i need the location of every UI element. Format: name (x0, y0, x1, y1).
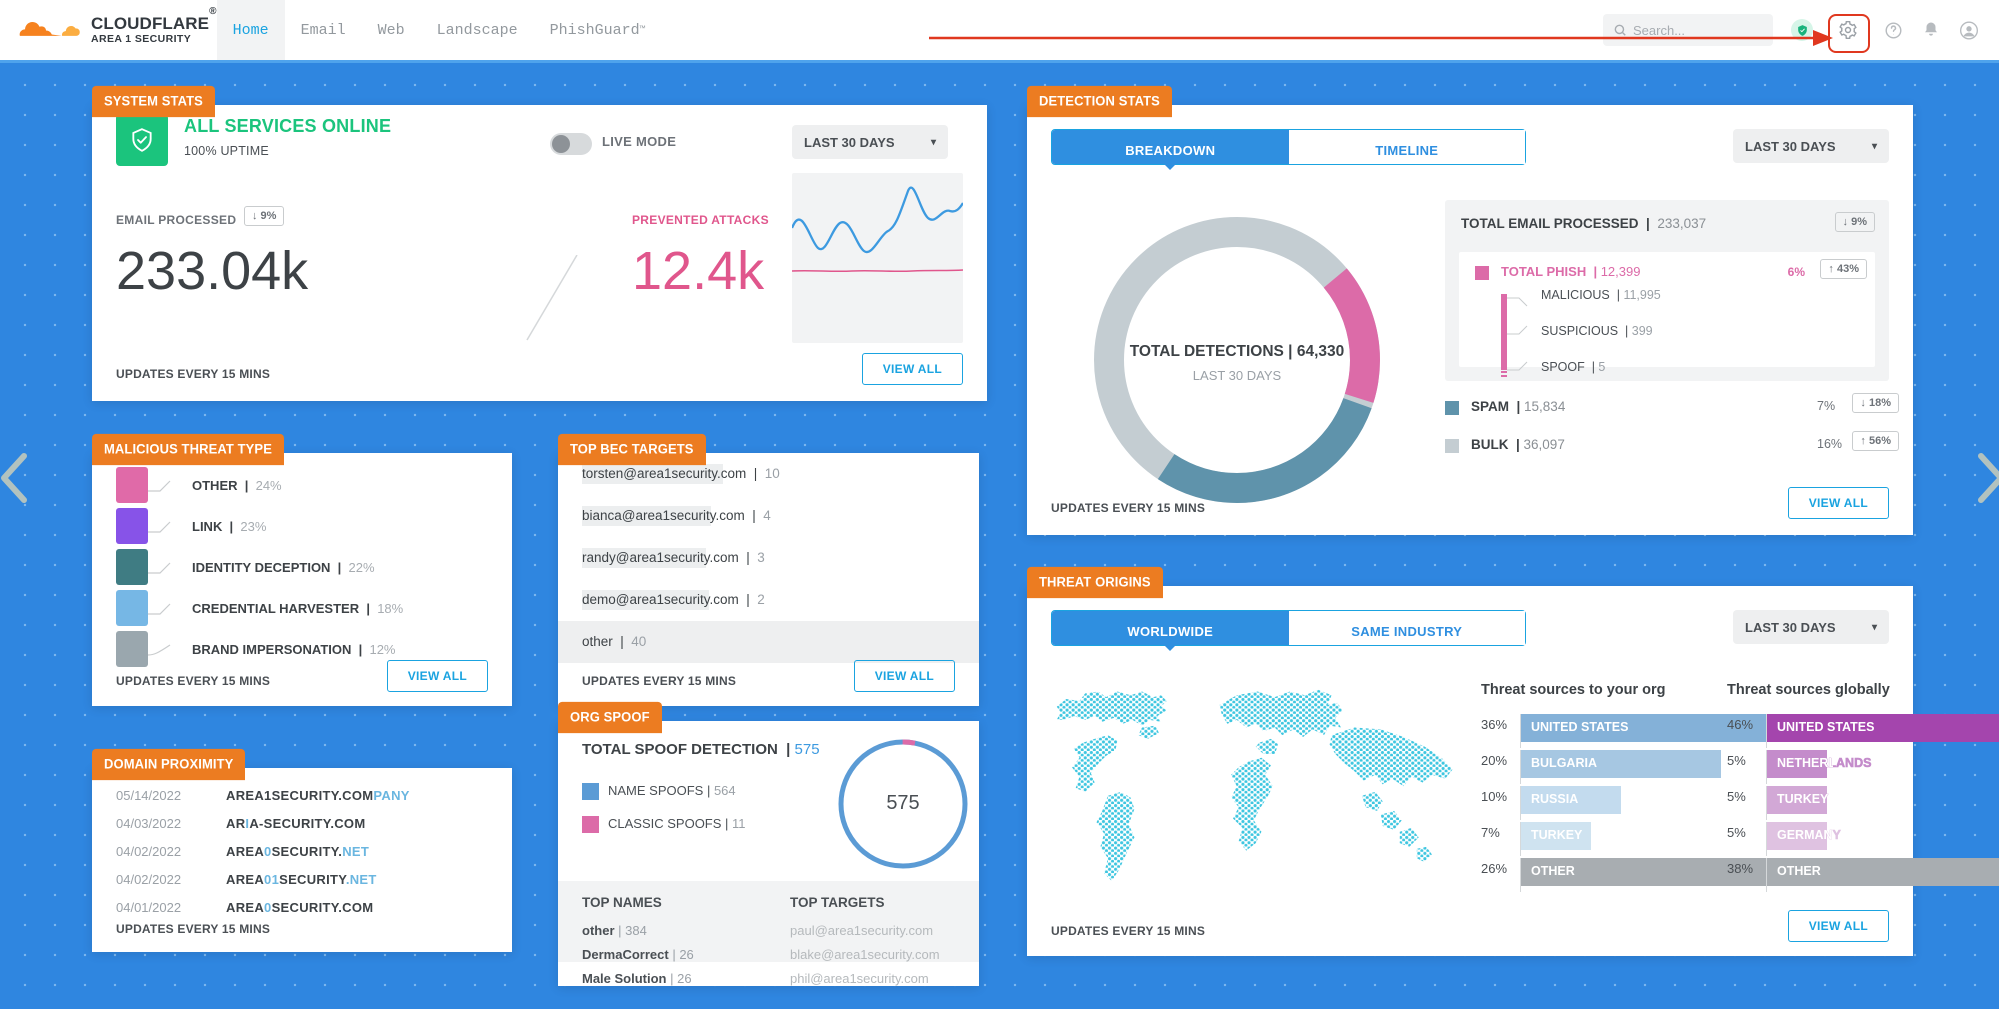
svg-text:TOTAL DETECTIONS | 64,330: TOTAL DETECTIONS | 64,330 (1130, 343, 1345, 360)
svg-text:LAST 30 DAYS: LAST 30 DAYS (1193, 368, 1282, 383)
svg-text:575: 575 (886, 792, 919, 814)
